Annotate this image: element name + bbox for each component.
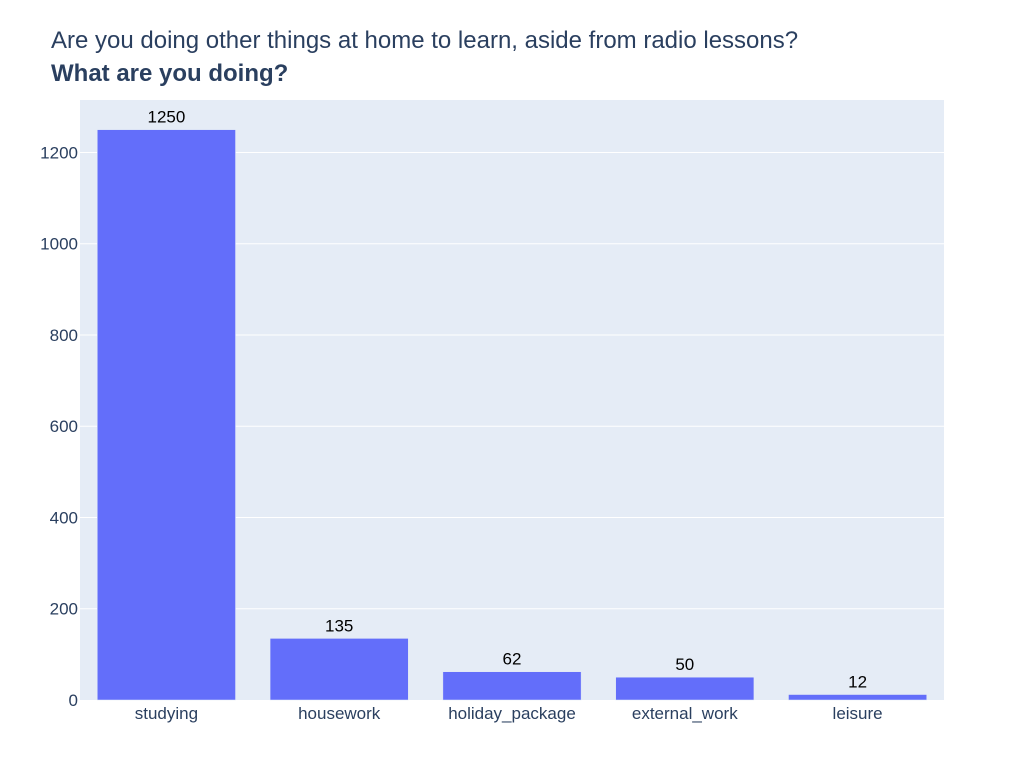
chart-subtitle: What are you doing?	[51, 60, 289, 87]
bar-housework	[269, 638, 409, 701]
bar-leisure	[788, 694, 927, 701]
y-axis-ticks: 0 200 400 600 800 1000 1200	[40, 143, 78, 710]
data-label: 12	[848, 673, 867, 692]
y-tick-label: 200	[50, 600, 78, 619]
y-tick-label: 800	[50, 326, 78, 345]
data-label: 50	[675, 655, 694, 674]
x-tick-label: housework	[298, 704, 381, 723]
data-label: 1250	[147, 108, 185, 127]
x-tick-label: leisure	[833, 704, 883, 723]
y-tick-label: 600	[50, 417, 78, 436]
bars	[97, 129, 927, 701]
y-tick-label: 400	[50, 508, 78, 527]
x-axis-ticks: studying housework holiday_package external…	[135, 704, 883, 723]
x-tick-label: studying	[135, 704, 198, 723]
x-tick-label: holiday_package	[448, 704, 576, 723]
data-labels: 1250 135 62 50 12	[147, 108, 867, 692]
data-label: 135	[325, 616, 353, 635]
x-tick-label: external_work	[632, 704, 738, 723]
bar-studying	[97, 129, 236, 701]
bar-external_work	[615, 676, 755, 701]
y-tick-label: 1200	[40, 143, 78, 162]
y-tick-label: 0	[69, 691, 78, 710]
y-tick-label: 1000	[40, 235, 78, 254]
bar-holiday_package	[442, 671, 582, 701]
data-label: 62	[503, 650, 522, 669]
chart-title: Are you doing other things at home to le…	[51, 27, 799, 54]
